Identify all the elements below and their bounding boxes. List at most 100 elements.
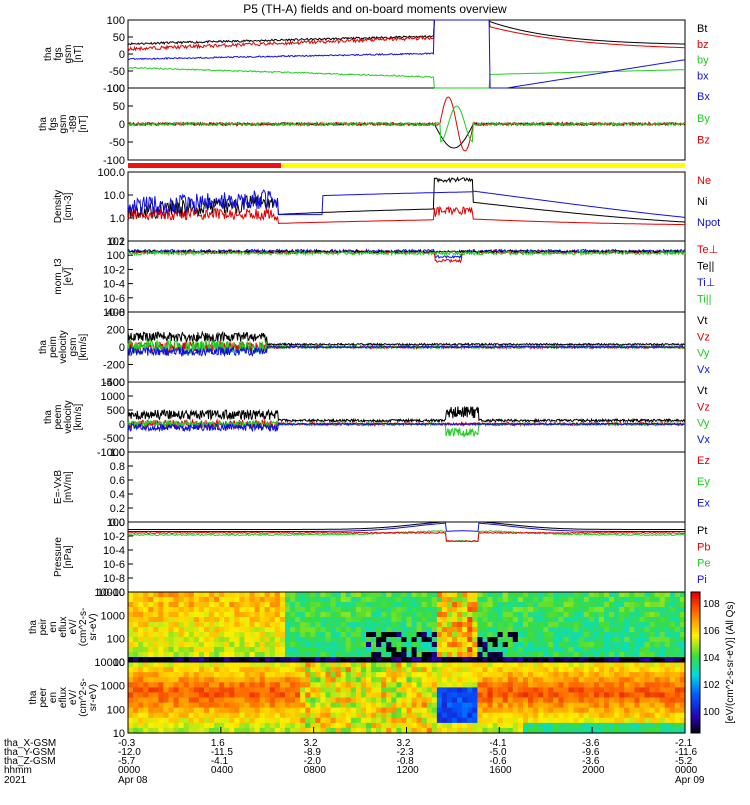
heatmap-cell	[259, 662, 266, 668]
heatmap-cell	[229, 612, 235, 618]
heatmap-cell	[578, 602, 585, 608]
heatmap-cell	[153, 702, 159, 709]
heatmap-cell	[639, 637, 646, 643]
heatmap-cell	[472, 667, 478, 673]
heatmap-cell	[305, 707, 311, 714]
heatmap-cell	[457, 677, 463, 683]
heatmap-cell	[416, 702, 423, 709]
y-tick-label: 0.2	[110, 503, 125, 515]
heatmap-cell	[320, 702, 327, 709]
heatmap-cell	[512, 707, 519, 714]
heatmap-cell	[143, 592, 149, 598]
heatmap-cell	[219, 722, 225, 729]
heatmap-cell	[355, 647, 362, 653]
heatmap-cell	[193, 672, 200, 678]
heatmap-cell	[533, 602, 539, 608]
heatmap-cell	[254, 722, 261, 729]
heatmap-cell	[193, 717, 200, 724]
heatmap-cell	[457, 622, 463, 628]
heatmap-cell	[421, 707, 428, 714]
heatmap-cell	[376, 632, 382, 638]
heatmap-cell	[143, 652, 149, 658]
heatmap-cell	[198, 707, 205, 714]
heatmap-cell	[229, 677, 235, 683]
heatmap-cell	[497, 597, 504, 603]
heatmap-cell	[391, 702, 397, 709]
heatmap-cell	[649, 712, 656, 719]
heatmap-cell	[421, 677, 428, 683]
heatmap-cell	[320, 627, 327, 633]
x-row-value: -8.9	[304, 747, 322, 758]
heatmap-cell	[472, 697, 478, 704]
heatmap-cell	[634, 722, 641, 729]
heatmap-cell	[264, 637, 271, 643]
heatmap-cell	[133, 707, 139, 714]
heatmap-cell	[401, 677, 408, 683]
heatmap-cell	[285, 657, 291, 663]
heatmap-cell	[482, 597, 489, 603]
heatmap-cell	[472, 642, 478, 648]
heatmap-cell	[507, 632, 514, 638]
y-tick-label: 50	[113, 101, 125, 113]
heatmap-cell	[654, 637, 661, 643]
heatmap-cell	[588, 697, 595, 704]
heatmap-cell	[345, 647, 352, 653]
heatmap-cell	[497, 697, 504, 704]
heatmap-cell	[249, 597, 256, 603]
heatmap-cell	[330, 667, 337, 673]
heatmap-cell	[609, 687, 615, 694]
heatmap-cell	[249, 617, 256, 623]
heatmap-cell	[138, 667, 144, 673]
heatmap-cell	[254, 682, 261, 688]
heatmap-cell	[330, 677, 337, 683]
heatmap-cell	[279, 602, 286, 608]
heatmap-cell	[553, 662, 559, 668]
heatmap-cell	[274, 662, 281, 668]
heatmap-cell	[457, 652, 463, 658]
heatmap-cell	[355, 602, 362, 608]
heatmap-cell	[492, 627, 499, 633]
heatmap-cell	[133, 657, 139, 663]
heatmap-cell	[639, 597, 646, 603]
heatmap-cell	[583, 677, 590, 683]
heatmap-cell	[452, 687, 458, 694]
heatmap-cell	[128, 607, 134, 613]
heatmap-cell	[168, 727, 175, 734]
heatmap-cell	[188, 677, 195, 683]
heatmap-cell	[229, 647, 235, 653]
y-tick-label: 0.4	[110, 489, 125, 501]
heatmap-cell	[624, 682, 630, 688]
heatmap-cell	[148, 642, 154, 648]
heatmap-cell	[573, 632, 580, 638]
heatmap-cell	[679, 642, 686, 648]
heatmap-cell	[133, 612, 139, 618]
heatmap-cell	[376, 612, 382, 618]
heatmap-cell	[138, 692, 144, 699]
heatmap-cell	[679, 637, 686, 643]
heatmap-cell	[305, 652, 311, 658]
heatmap-cell	[644, 662, 651, 668]
heatmap-cell	[649, 722, 656, 729]
heatmap-cell	[209, 647, 215, 653]
heatmap-cell	[310, 712, 316, 719]
heatmap-cell	[629, 617, 635, 623]
heatmap-cell	[431, 662, 438, 668]
heatmap-cell	[204, 727, 210, 734]
heatmap-cell	[436, 597, 443, 603]
heatmap-cell	[285, 662, 291, 668]
heatmap-cell	[183, 597, 190, 603]
heatmap-cell	[340, 597, 347, 603]
heatmap-cell	[492, 712, 499, 719]
heatmap-cell	[148, 607, 154, 613]
heatmap-cell	[244, 722, 251, 729]
heatmap-cell	[219, 617, 225, 623]
heatmap-cell	[406, 657, 413, 663]
heatmap-cell	[259, 642, 266, 648]
heatmap-cell	[259, 687, 266, 694]
heatmap-cell	[528, 607, 534, 613]
heatmap-cell	[360, 727, 367, 734]
heatmap-cell	[588, 652, 595, 658]
heatmap-cell	[482, 592, 489, 598]
heatmap-cell	[588, 592, 595, 598]
heatmap-cell	[457, 632, 463, 638]
